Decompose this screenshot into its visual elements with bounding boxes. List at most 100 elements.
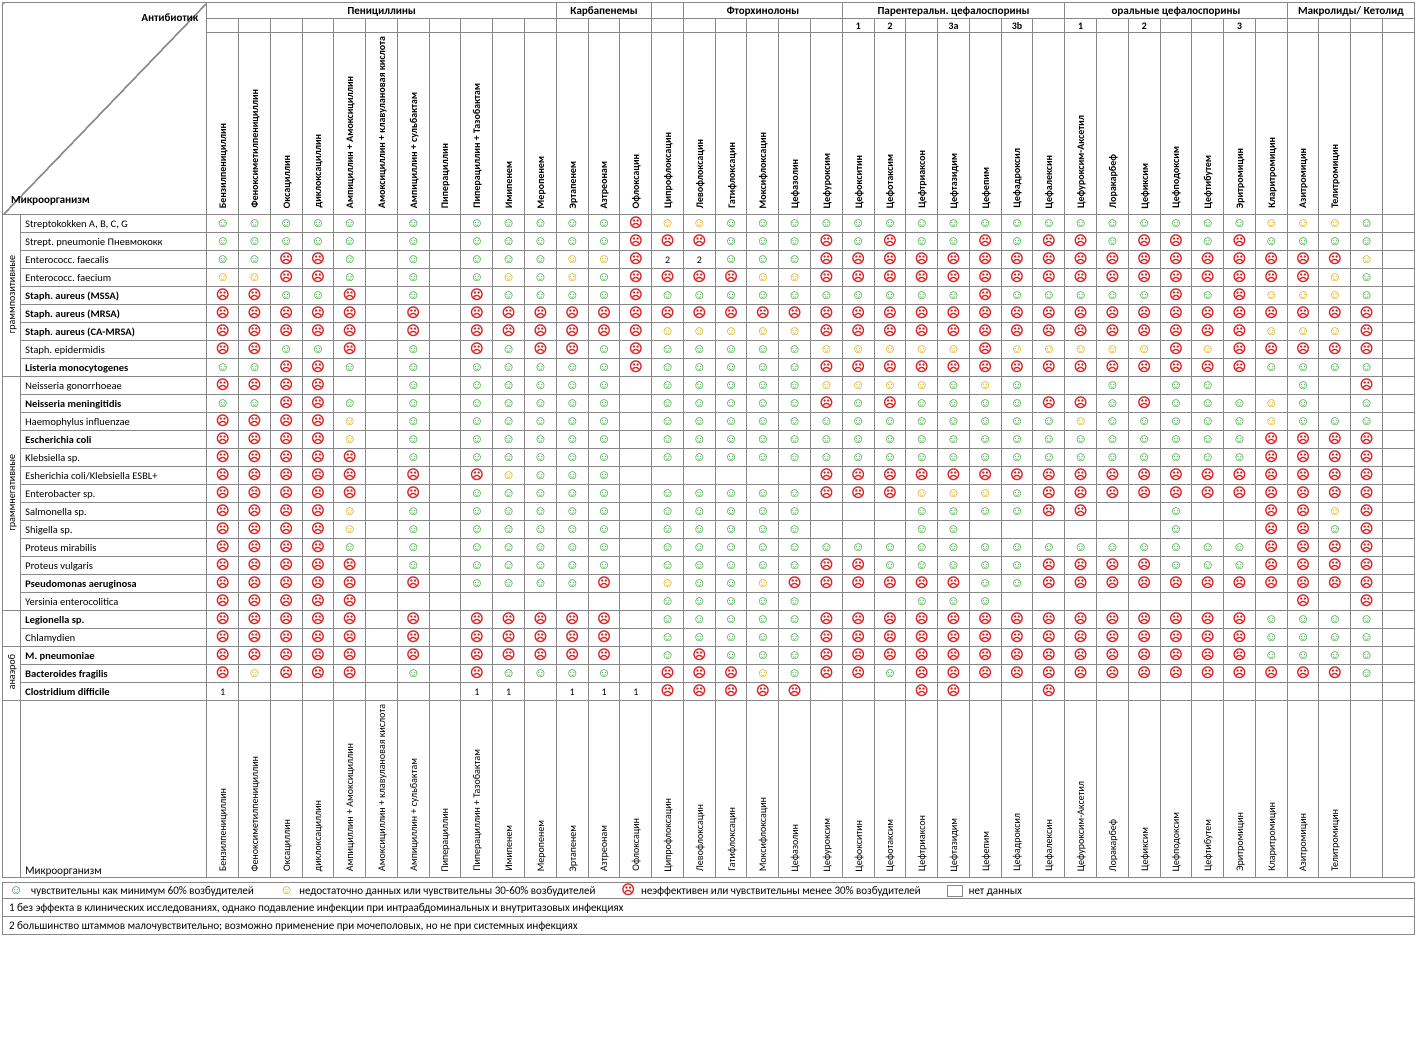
antibiotic-footer-header: Левофлоксацин xyxy=(683,701,715,878)
susceptibility-cell: ☺ xyxy=(588,395,620,413)
antibiotic-group-header xyxy=(652,3,684,19)
susceptibility-cell: ☺ xyxy=(683,287,715,305)
susceptibility-cell: ☺ xyxy=(747,323,779,341)
susceptibility-cell xyxy=(366,251,398,269)
legend-resistant: неэффективен или чувствительны менее 30%… xyxy=(641,884,921,897)
susceptibility-cell: ☹ xyxy=(1351,485,1383,503)
susceptibility-cell: ☺ xyxy=(874,413,906,431)
susceptibility-cell: ☺ xyxy=(524,467,556,485)
susceptibility-cell: ☺ xyxy=(969,557,1001,575)
resistant-icon: ☹ xyxy=(1360,558,1374,573)
resistant-icon: ☹ xyxy=(311,522,325,537)
sensitive-icon: ☺ xyxy=(534,432,547,447)
sensitive-icon: ☺ xyxy=(407,252,420,267)
susceptibility-cell: ☺ xyxy=(461,215,493,233)
susceptibility-cell: ☺ xyxy=(1287,377,1319,395)
susceptibility-cell: ☺ xyxy=(938,341,970,359)
sensitive-icon: ☺ xyxy=(1360,414,1373,429)
sensitive-icon: ☺ xyxy=(1169,216,1182,231)
organism-name: Enterococc. faecalis xyxy=(21,251,207,269)
antibiotic-subgroup-header xyxy=(969,19,1001,33)
susceptibility-cell: ☺ xyxy=(461,377,493,395)
sensitive-icon: ☺ xyxy=(883,558,896,573)
partial-icon: ☺ xyxy=(1265,414,1278,429)
susceptibility-cell xyxy=(429,557,461,575)
susceptibility-cell: ☹ xyxy=(1128,269,1160,287)
sensitive-icon: ☺ xyxy=(597,540,610,555)
antibiotic-column-header: Кларитромицин xyxy=(1255,33,1287,215)
sensitive-icon: ☺ xyxy=(724,432,737,447)
resistant-icon: ☹ xyxy=(248,414,262,429)
sensitive-icon: ☺ xyxy=(534,234,547,249)
antibiotic-column-header: Эритромицин xyxy=(1224,33,1256,215)
susceptibility-cell: ☹ xyxy=(874,395,906,413)
resistant-icon: ☹ xyxy=(311,378,325,393)
susceptibility-cell: ☺ xyxy=(334,215,366,233)
susceptibility-cell xyxy=(1065,521,1097,539)
susceptibility-cell: ☹ xyxy=(810,557,842,575)
susceptibility-cell: ☺ xyxy=(493,467,525,485)
susceptibility-cell: ☹ xyxy=(239,593,271,611)
table-row: граммпозитивныеStreptokokken A, B, C, G☺… xyxy=(3,215,1415,233)
susceptibility-cell: ☹ xyxy=(302,557,334,575)
susceptibility-cell: ☺ xyxy=(874,287,906,305)
sensitive-icon: ☺ xyxy=(788,450,801,465)
resistant-icon: ☹ xyxy=(692,234,706,249)
susceptibility-cell: ☺ xyxy=(1192,395,1224,413)
susceptibility-cell: ☺ xyxy=(1319,359,1351,377)
susceptibility-cell: ☹ xyxy=(556,629,588,647)
resistant-icon: ☹ xyxy=(1169,468,1183,483)
resistant-icon: ☹ xyxy=(1360,450,1374,465)
susceptibility-cell: ☺ xyxy=(652,215,684,233)
resistant-icon: ☹ xyxy=(1010,252,1024,267)
susceptibility-cell: ☹ xyxy=(588,611,620,629)
note-ref: 1 xyxy=(220,685,225,698)
susceptibility-cell: ☺ xyxy=(747,503,779,521)
sensitive-icon: ☺ xyxy=(1010,216,1023,231)
susceptibility-cell: ☹ xyxy=(1001,665,1033,683)
antibiotic-column-header: Цефуроксим xyxy=(810,33,842,215)
susceptibility-cell: ☺ xyxy=(779,593,811,611)
susceptibility-cell: ☹ xyxy=(524,323,556,341)
susceptibility-cell: ☹ xyxy=(652,305,684,323)
susceptibility-cell: ☹ xyxy=(334,485,366,503)
resistant-icon: ☹ xyxy=(947,468,961,483)
susceptibility-cell: ☹ xyxy=(302,377,334,395)
susceptibility-cell: ☺ xyxy=(556,395,588,413)
resistant-icon: ☹ xyxy=(1201,306,1215,321)
susceptibility-cell: ☹ xyxy=(874,467,906,485)
resistant-icon: ☹ xyxy=(1264,306,1278,321)
susceptibility-cell: ☹ xyxy=(620,251,652,269)
susceptibility-cell: ☺ xyxy=(715,575,747,593)
resistant-icon: ☹ xyxy=(311,594,325,609)
susceptibility-cell: ☺ xyxy=(906,233,938,251)
resistant-icon: ☹ xyxy=(470,630,484,645)
resistant-icon: ☹ xyxy=(343,558,357,573)
susceptibility-cell xyxy=(1065,377,1097,395)
resistant-icon: ☹ xyxy=(1201,486,1215,501)
susceptibility-cell: ☹ xyxy=(1287,305,1319,323)
sensitive-icon: ☺ xyxy=(566,504,579,519)
partial-icon: ☺ xyxy=(851,342,864,357)
resistant-icon: ☹ xyxy=(1328,468,1342,483)
susceptibility-cell: ☺ xyxy=(1319,629,1351,647)
susceptibility-cell: ☺ xyxy=(556,557,588,575)
susceptibility-cell: ☹ xyxy=(969,287,1001,305)
susceptibility-cell: ☺ xyxy=(747,611,779,629)
susceptibility-cell: ☺ xyxy=(524,395,556,413)
susceptibility-cell: ☹ xyxy=(1351,593,1383,611)
susceptibility-cell: ☹ xyxy=(1001,647,1033,665)
sensitive-icon: ☺ xyxy=(883,432,896,447)
susceptibility-cell: ☹ xyxy=(1255,341,1287,359)
resistant-icon: ☹ xyxy=(1328,540,1342,555)
susceptibility-cell: ☹ xyxy=(842,647,874,665)
resistant-icon: ☹ xyxy=(1042,558,1056,573)
susceptibility-cell: ☹ xyxy=(239,611,271,629)
susceptibility-cell xyxy=(1096,683,1128,701)
susceptibility-cell: ☺ xyxy=(1224,215,1256,233)
sensitive-icon: ☺ xyxy=(724,630,737,645)
organism-name: Neisseria meningitidis xyxy=(21,395,207,413)
resistant-icon: ☹ xyxy=(915,684,929,699)
resistant-icon: ☹ xyxy=(820,468,834,483)
susceptibility-cell: ☹ xyxy=(1255,467,1287,485)
